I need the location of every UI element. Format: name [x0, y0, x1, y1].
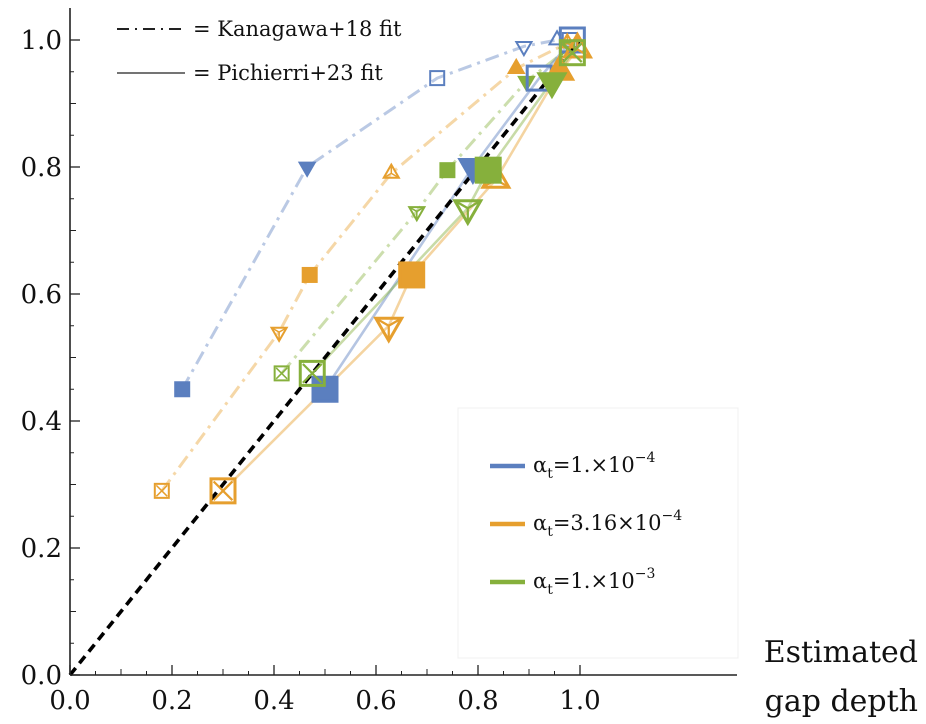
- marker-orange_kanagawa-2: [269, 326, 289, 343]
- fit-line-blue_pichierri: [323, 39, 574, 390]
- legend-box: [457, 407, 739, 659]
- x-tick-label: 0.6: [355, 686, 396, 716]
- labels-layer: Estimated gap depth: [764, 635, 918, 719]
- note-text-kanagawa: = Kanagawa+18 fit: [193, 17, 402, 41]
- marker-orange_pichierri-3: [398, 261, 426, 289]
- legend-label: αt=3.16×10−4: [533, 508, 682, 540]
- x-tick-label: 0.4: [253, 686, 294, 716]
- marker-green_pichierri-5: [558, 39, 586, 67]
- x-tick-label: 1.0: [559, 686, 600, 716]
- y-tick-label: 1.0: [21, 26, 62, 56]
- legend-label: αt=1.×10−4: [533, 450, 656, 482]
- marker-green_kanagawa-3: [439, 162, 456, 179]
- marker-orange_kanagawa-1: [153, 482, 170, 499]
- y-tick-label: 0.6: [21, 280, 62, 310]
- marker-green_pichierri-3: [474, 156, 502, 184]
- marker-blue_kanagawa-3: [429, 70, 446, 87]
- fit-line-blue_kanagawa: [180, 38, 570, 390]
- marker-orange_pichierri-2: [373, 316, 405, 344]
- reference-line-y-equals-x: [68, 38, 582, 677]
- marker-green_pichierri-1: [298, 359, 326, 387]
- axes-layer: 0.0 0.2 0.4 0.6 0.8 1.0 0.0 0.2 0.4 0.6 0.8 1.0: [21, 8, 737, 716]
- marker-orange_kanagawa-4: [381, 162, 401, 179]
- legend-box-layer: [457, 407, 739, 659]
- marker-orange_kanagawa-5: [506, 57, 526, 74]
- fit-line-orange_kanagawa: [160, 41, 568, 492]
- marker-green_kanagawa-1: [273, 365, 290, 382]
- marker-blue_kanagawa-4: [514, 40, 534, 58]
- marker-green_pichierri-2: [452, 199, 484, 227]
- x-tick-label: 0.2: [151, 686, 192, 716]
- note-text-pichierri: = Pichierri+23 fit: [193, 61, 383, 85]
- legend-label: αt=1.×10−3: [533, 566, 655, 598]
- y-tick-label: 0.2: [21, 534, 62, 564]
- marker-green_kanagawa-2: [407, 206, 427, 223]
- y-tick-label: 0.0: [21, 661, 62, 691]
- legend: αt=1.×10−4 αt=3.16×10−4 αt=1.×10−3: [490, 450, 682, 598]
- x-tick-label: 0.0: [49, 686, 90, 716]
- y-tick-label: 0.4: [21, 407, 62, 437]
- marker-blue_kanagawa-1: [174, 381, 191, 398]
- fit-style-notes: = Kanagawa+18 fit = Pichierri+23 fit: [117, 17, 402, 85]
- x-axis-title-line-2: gap depth: [765, 684, 918, 719]
- x-tick-label: 0.8: [457, 686, 498, 716]
- y-tick-label: 0.8: [21, 153, 62, 183]
- marker-orange_kanagawa-3: [301, 266, 318, 283]
- reference-line-layer: [68, 38, 582, 677]
- marker-blue_kanagawa-2: [297, 161, 317, 178]
- marker-orange_pichierri-1: [209, 477, 237, 505]
- marker-layer: [153, 26, 594, 505]
- marker-green_pichierri-4: [536, 72, 568, 100]
- x-axis-title-line-1: Estimated: [764, 635, 918, 670]
